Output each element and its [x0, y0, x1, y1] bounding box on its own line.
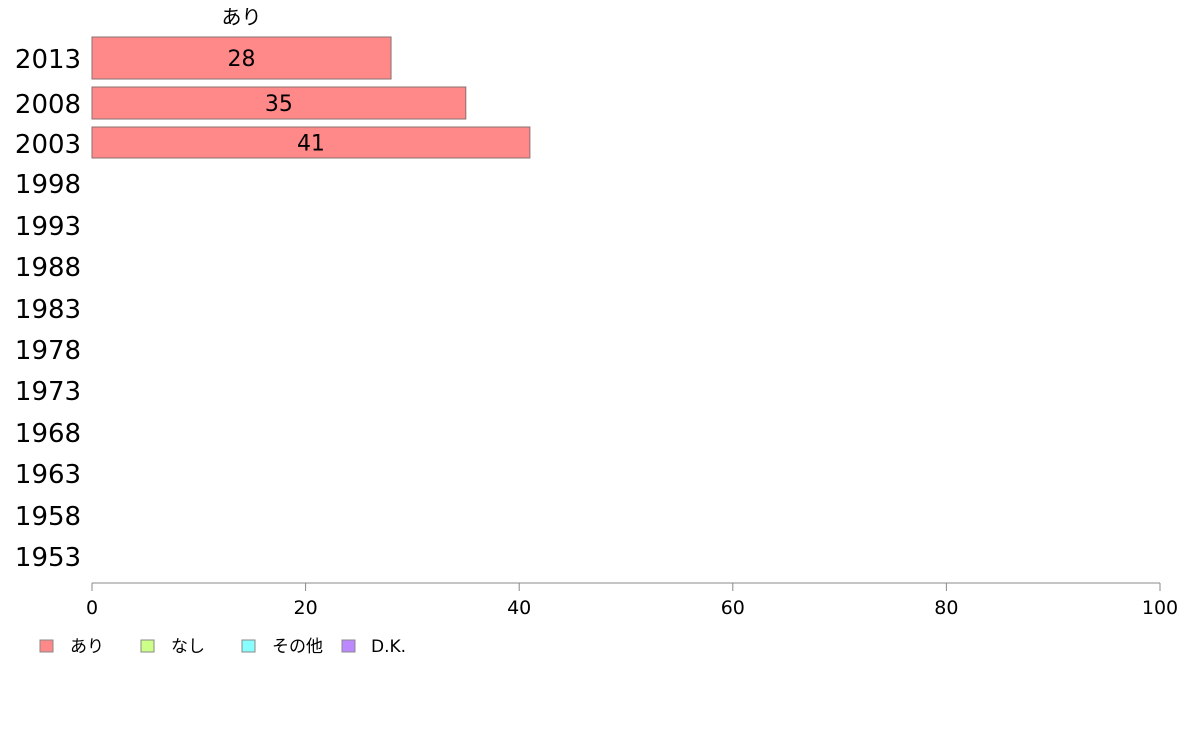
- bar-value-label: 41: [297, 132, 325, 157]
- bar-value-label: 28: [228, 47, 256, 72]
- x-tick-label: 40: [507, 597, 531, 619]
- year-label: 1973: [15, 377, 81, 407]
- legend-label: その他: [272, 637, 323, 657]
- year-label: 1998: [15, 170, 81, 200]
- year-label: 1993: [15, 212, 81, 242]
- year-label: 2013: [15, 45, 81, 75]
- legend-swatch: [341, 639, 356, 653]
- x-tick-label: 20: [294, 597, 318, 619]
- legend-label: D.K.: [371, 637, 406, 657]
- year-label: 1978: [15, 336, 81, 366]
- legend-label: なし: [171, 637, 205, 657]
- year-label: 1968: [15, 419, 81, 449]
- year-label: 2008: [15, 90, 81, 120]
- x-tick-label: 100: [1142, 597, 1178, 619]
- legend-swatch: [39, 639, 54, 653]
- bar-value-label: 35: [265, 92, 293, 117]
- year-label: 2003: [15, 130, 81, 160]
- top-series-label: あり: [222, 5, 262, 29]
- bar: [91, 86, 467, 120]
- x-axis: 0 20 40 60 80 100: [86, 582, 1178, 619]
- x-tick-label: 60: [721, 597, 745, 619]
- x-tick-label: 0: [86, 597, 98, 619]
- year-label: 1958: [15, 502, 81, 532]
- bars-layer: [91, 36, 531, 159]
- year-label: 1953: [15, 543, 81, 573]
- x-tick-label: 80: [934, 597, 958, 619]
- year-label: 1963: [15, 460, 81, 490]
- legend-swatch: [241, 639, 256, 653]
- year-label: 1983: [15, 295, 81, 325]
- bar: [91, 36, 392, 80]
- legend-swatch: [140, 639, 155, 653]
- bar: [91, 126, 531, 159]
- legend-label: あり: [70, 637, 104, 657]
- year-labels: 2013 2008 2003 1998 1993 1988 1983 1978 1973 1968…: [15, 45, 81, 573]
- legend: あり なし その他 D.K.: [39, 637, 406, 657]
- year-label: 1988: [15, 253, 81, 283]
